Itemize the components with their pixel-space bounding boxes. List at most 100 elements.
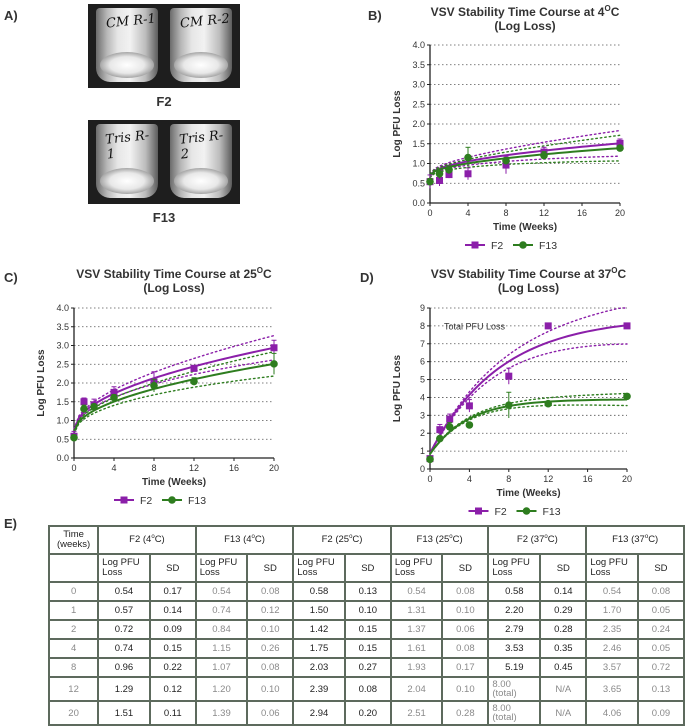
log-pfu-header: Log PFU Loss	[292, 553, 346, 583]
y-tick-label: 0	[420, 464, 425, 474]
table-row: 8 0.96 0.22 1.07 0.08 2.03 0.27 1.93 0.17 5.19 0.4…	[47, 657, 685, 678]
value-cell: 0.12	[246, 600, 295, 621]
panel-label-c: C)	[4, 270, 18, 285]
sd-header: SD	[343, 553, 392, 583]
value-cell: 0.15	[343, 619, 392, 640]
time-cell: 2	[47, 619, 100, 640]
fit-line-f13	[429, 398, 628, 455]
fit-line-f13	[73, 362, 275, 433]
value-cell: 0.24	[636, 619, 685, 640]
vial-label: CM R-2	[179, 11, 231, 32]
table-header-row: Time (weeks) F2 (4oC) F13 (4oC) F2 (25oC) F1…	[47, 525, 685, 555]
sd-header: SD	[246, 553, 295, 583]
time-cell: 4	[47, 638, 100, 659]
value-cell: 2.39	[292, 676, 346, 702]
value-cell: 0.13	[343, 581, 392, 602]
log-pfu-header: Log PFU Loss	[487, 553, 542, 583]
point-f2	[623, 322, 631, 330]
point-f13	[544, 399, 552, 408]
value-cell: 0.28	[441, 700, 490, 726]
point-f2	[505, 372, 513, 380]
value-cell: 0.54	[389, 581, 444, 602]
fit-line-f13	[429, 147, 621, 177]
chart-title: VSV Stability Time Course at 25OC	[76, 266, 272, 281]
point-f13	[465, 421, 474, 429]
vial-label: Tris R-2	[178, 128, 224, 163]
table-row: 2 0.72 0.09 0.84 0.10 1.42 0.15 1.37 0.06 2.79 0.2…	[47, 619, 685, 640]
log-pfu-header: Log PFU Loss	[585, 553, 639, 583]
table-subheader-row: Log PFU Loss SD Log PFU Loss SD Log PFU Loss…	[47, 553, 685, 583]
value-cell: 0.08	[441, 581, 490, 602]
point-f2	[436, 426, 444, 434]
value-cell: 0.12	[148, 676, 197, 702]
point-f13	[445, 166, 453, 174]
value-cell: 0.96	[97, 657, 151, 678]
value-cell: 0.10	[246, 676, 295, 702]
annotation: Total PFU Loss	[444, 321, 506, 331]
y-tick-label: 3.0	[412, 80, 425, 90]
value-cell: 0.27	[343, 657, 392, 678]
x-axis-label: Time (Weeks)	[142, 477, 206, 488]
ci-band-upper-f13	[429, 134, 621, 175]
y-tick-label: 4.0	[412, 40, 425, 50]
y-axis-label: Log PFU Loss	[392, 90, 403, 158]
log-pfu-header: Log PFU Loss	[389, 553, 444, 583]
x-tick-label: 20	[269, 463, 279, 473]
panel-label-e: E)	[4, 516, 17, 531]
legend-label-f13: F13	[188, 495, 206, 507]
chart-title: VSV Stability Time Course at 4OC	[431, 4, 620, 19]
value-cell: N/A	[539, 700, 588, 726]
time-cell: 1	[47, 600, 100, 621]
x-tick-label: 16	[583, 474, 593, 484]
value-cell: 0.08	[246, 657, 295, 678]
point-f13	[464, 153, 472, 162]
value-cell: 0.08	[246, 581, 295, 602]
x-axis-label: Time (Weeks)	[493, 222, 557, 233]
value-cell: 1.07	[194, 657, 249, 678]
value-cell: 0.08	[441, 638, 490, 659]
value-cell: 2.94	[292, 700, 346, 726]
sd-header: SD	[148, 553, 197, 583]
value-cell: 1.50	[292, 600, 346, 621]
value-cell: 2.51	[389, 700, 444, 726]
table-row: 4 0.74 0.15 1.15 0.26 1.75 0.15 1.61 0.08 3.53 0.3…	[47, 638, 685, 659]
point-f13	[540, 151, 548, 160]
value-cell: 2.35	[585, 619, 639, 640]
y-tick-label: 9	[420, 303, 425, 313]
x-tick-label: 4	[111, 463, 116, 473]
point-f13	[80, 405, 88, 413]
y-tick-label: 3.0	[56, 341, 69, 351]
stability-table: Time (weeks) F2 (4oC) F13 (4oC) F2 (25oC) F1…	[47, 525, 685, 726]
value-cell: 2.03	[292, 657, 346, 678]
group-header: F13 (37oC)	[585, 525, 685, 555]
point-f2	[110, 388, 118, 396]
y-tick-label: 2	[420, 428, 425, 438]
value-cell: 1.31	[389, 600, 444, 621]
value-cell: 0.54	[585, 581, 639, 602]
value-cell: 0.06	[246, 700, 295, 726]
x-tick-label: 20	[615, 208, 625, 218]
x-tick-label: 0	[427, 208, 432, 218]
value-cell: 3.65	[585, 676, 639, 702]
time-cell: 12	[47, 676, 100, 702]
point-f2	[445, 171, 453, 179]
x-tick-label: 16	[229, 463, 239, 473]
value-cell: 1.42	[292, 619, 346, 640]
chart-4c: VSV Stability Time Course at 4OC(Log Los…	[392, 4, 625, 252]
y-tick-label: 2.5	[56, 359, 69, 369]
time-cell: 8	[47, 657, 100, 678]
point-f13	[426, 455, 434, 464]
value-cell: 0.10	[246, 619, 295, 640]
point-f13	[426, 177, 434, 186]
y-tick-label: 0.0	[412, 198, 425, 208]
y-axis-label: Log PFU Loss	[392, 354, 403, 422]
legend-label-f13: F13	[543, 506, 561, 518]
y-tick-label: 4	[420, 392, 425, 402]
ci-band-lower-f13	[429, 404, 628, 455]
ci-band-upper-f2	[429, 307, 628, 454]
x-tick-label: 8	[503, 208, 508, 218]
group-header: F2 (4oC)	[97, 525, 197, 555]
value-cell: 0.17	[441, 657, 490, 678]
legend-label-f2: F2	[495, 506, 507, 518]
value-cell: 3.57	[585, 657, 639, 678]
